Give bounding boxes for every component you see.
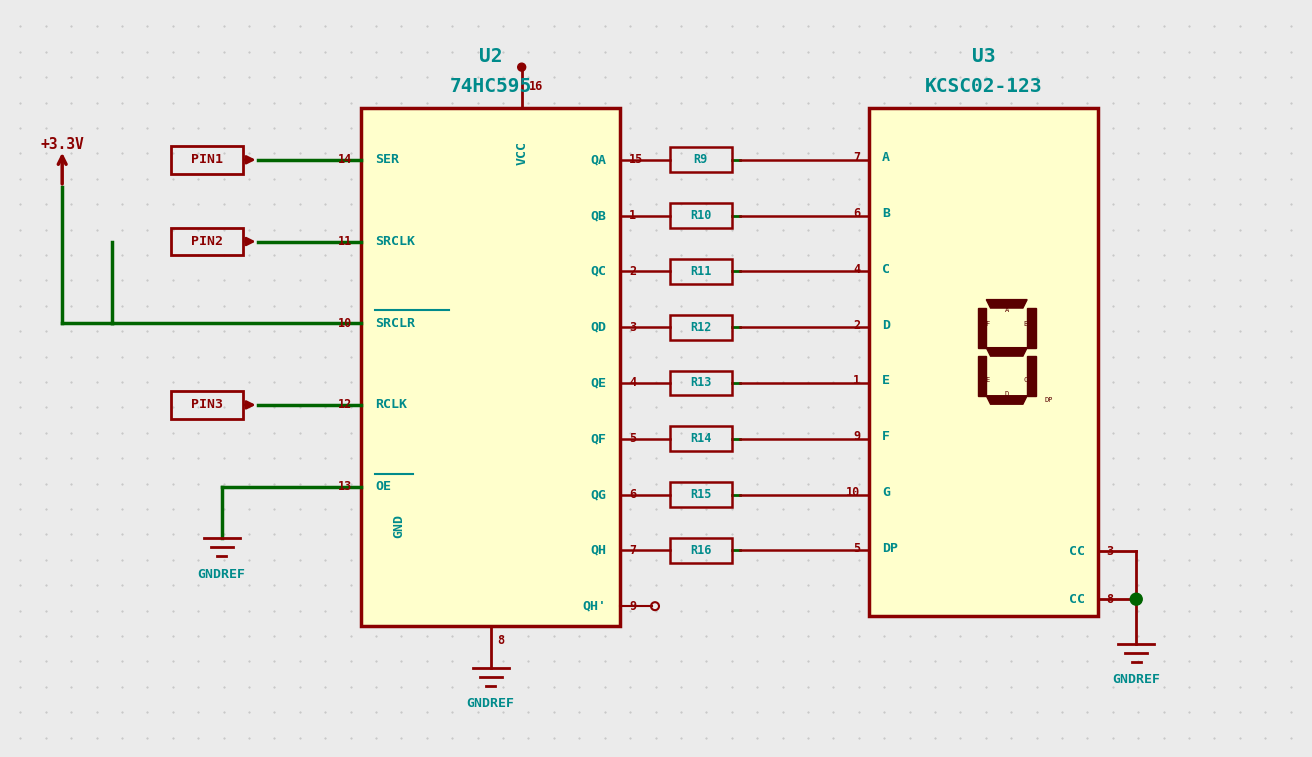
Polygon shape	[987, 347, 1027, 356]
Text: E: E	[985, 377, 989, 383]
Polygon shape	[1027, 308, 1035, 347]
Text: PIN3: PIN3	[190, 398, 223, 411]
Text: QD: QD	[590, 321, 606, 334]
Text: PIN1: PIN1	[190, 154, 223, 167]
Text: A: A	[882, 151, 890, 164]
Text: 2: 2	[853, 319, 861, 332]
Text: 5: 5	[853, 542, 861, 555]
Text: D: D	[882, 319, 890, 332]
Text: R11: R11	[690, 265, 711, 278]
Text: 10: 10	[846, 486, 861, 499]
Text: D: D	[1005, 391, 1009, 397]
FancyBboxPatch shape	[870, 108, 1098, 616]
Text: SER: SER	[375, 154, 399, 167]
Text: 6: 6	[628, 488, 636, 501]
Text: 11: 11	[338, 235, 352, 248]
Text: PIN2: PIN2	[190, 235, 223, 248]
Text: 1: 1	[853, 375, 861, 388]
Text: F: F	[985, 321, 989, 327]
Text: QH': QH'	[583, 600, 606, 612]
Text: R10: R10	[690, 209, 711, 222]
Text: GNDREF: GNDREF	[1113, 674, 1160, 687]
Text: R16: R16	[690, 544, 711, 557]
Text: 12: 12	[338, 398, 352, 411]
Text: DP: DP	[1044, 397, 1052, 403]
Text: 74HC595: 74HC595	[450, 76, 531, 95]
Text: DP: DP	[882, 542, 899, 555]
Text: 2: 2	[628, 265, 636, 278]
Text: C: C	[1023, 377, 1027, 383]
Polygon shape	[987, 396, 1027, 404]
Text: QB: QB	[590, 209, 606, 222]
Text: SRCLK: SRCLK	[375, 235, 415, 248]
Text: QE: QE	[590, 376, 606, 390]
Text: 5: 5	[628, 432, 636, 445]
Text: F: F	[882, 430, 890, 444]
Text: 16: 16	[529, 79, 543, 92]
Text: 10: 10	[338, 316, 352, 330]
Text: 13: 13	[338, 480, 352, 493]
Polygon shape	[977, 356, 987, 396]
Text: QH: QH	[590, 544, 606, 557]
Text: 8: 8	[1106, 593, 1114, 606]
Text: U2: U2	[479, 47, 502, 66]
Text: R15: R15	[690, 488, 711, 501]
Text: A: A	[1005, 307, 1009, 313]
Text: 4: 4	[628, 376, 636, 390]
Text: E: E	[882, 375, 890, 388]
Text: QG: QG	[590, 488, 606, 501]
Polygon shape	[1027, 356, 1035, 396]
Text: R13: R13	[690, 376, 711, 390]
Text: KCSC02-123: KCSC02-123	[925, 76, 1043, 95]
Text: R14: R14	[690, 432, 711, 445]
Text: GND: GND	[392, 515, 405, 538]
Text: 4: 4	[853, 263, 861, 276]
Text: SRCLR: SRCLR	[375, 316, 415, 330]
Text: C: C	[882, 263, 890, 276]
FancyBboxPatch shape	[361, 108, 621, 626]
Text: 3: 3	[1106, 545, 1114, 558]
Text: 7: 7	[853, 151, 861, 164]
Text: QC: QC	[590, 265, 606, 278]
Text: 7: 7	[628, 544, 636, 557]
Text: B: B	[1023, 321, 1027, 327]
Text: B: B	[882, 207, 890, 220]
Circle shape	[1130, 593, 1143, 605]
Text: 9: 9	[853, 430, 861, 444]
Text: CC: CC	[1069, 593, 1085, 606]
Text: GNDREF: GNDREF	[198, 568, 245, 581]
Circle shape	[518, 63, 526, 71]
Text: QA: QA	[590, 154, 606, 167]
Text: R12: R12	[690, 321, 711, 334]
Text: 6: 6	[853, 207, 861, 220]
Text: 3: 3	[628, 321, 636, 334]
Text: G: G	[882, 486, 890, 499]
Text: OE: OE	[375, 480, 391, 493]
Text: GNDREF: GNDREF	[467, 697, 514, 710]
Polygon shape	[987, 300, 1027, 308]
Text: +3.3V: +3.3V	[41, 137, 84, 152]
Text: RCLK: RCLK	[375, 398, 407, 411]
Text: 8: 8	[497, 634, 505, 646]
Polygon shape	[977, 308, 987, 347]
Text: QF: QF	[590, 432, 606, 445]
Text: R9: R9	[694, 154, 708, 167]
Text: G: G	[1005, 347, 1009, 353]
Text: 9: 9	[628, 600, 636, 612]
Text: 1: 1	[628, 209, 636, 222]
Text: U3: U3	[972, 47, 996, 66]
Text: CC: CC	[1069, 545, 1085, 558]
Text: VCC: VCC	[516, 141, 529, 165]
Text: 14: 14	[338, 154, 352, 167]
Text: 15: 15	[628, 154, 643, 167]
